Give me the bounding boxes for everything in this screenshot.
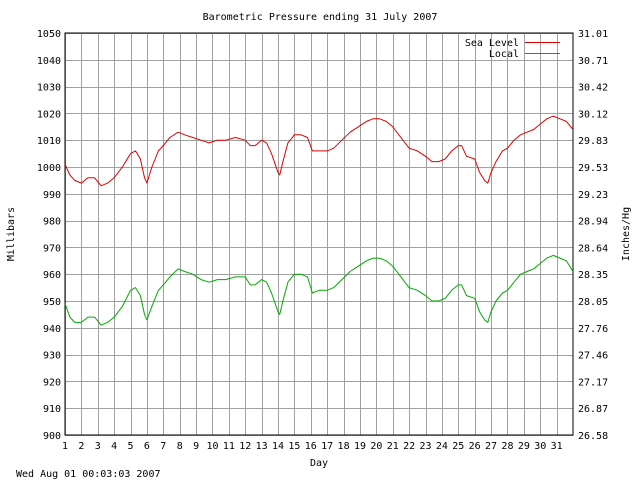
y-tick-label-5: 950 <box>43 297 61 308</box>
y2-tick-label-13: 30.42 <box>578 83 608 94</box>
x-tick-label-13: 14 <box>272 441 284 452</box>
y2-tick-label-8: 28.94 <box>578 217 608 228</box>
x-tick-label-20: 21 <box>387 441 399 452</box>
y-tick-label-0: 900 <box>43 431 61 442</box>
x-tick-label-9: 10 <box>206 441 218 452</box>
x-tick-label-5: 6 <box>144 441 150 452</box>
x-tick-label-29: 30 <box>534 441 546 452</box>
y2-tick-label-12: 30.12 <box>578 109 608 120</box>
y2-tick-label-15: 31.01 <box>578 29 608 40</box>
x-tick-label-19: 20 <box>370 441 382 452</box>
x-tick-label-4: 5 <box>128 441 134 452</box>
y2-tick-label-6: 28.35 <box>578 270 608 281</box>
y-tick-label-6: 960 <box>43 270 61 281</box>
y-tick-label-1: 910 <box>43 404 61 415</box>
x-tick-label-11: 12 <box>239 441 251 452</box>
x-tick-label-3: 4 <box>111 441 117 452</box>
y-tick-label-11: 1010 <box>37 136 61 147</box>
x-tick-label-17: 18 <box>338 441 350 452</box>
y2-axis-ticks: 26.58 26.87 27.17 27.46 27.76 28.05 28.35 28.64… <box>578 29 608 442</box>
y2-tick-label-1: 26.87 <box>578 404 608 415</box>
x-tick-label-7: 8 <box>177 441 183 452</box>
series-lines <box>64 115 574 326</box>
y2-tick-label-0: 26.58 <box>578 431 608 442</box>
y-tick-label-10: 1000 <box>37 163 61 174</box>
y2-tick-label-7: 28.64 <box>578 243 608 254</box>
chart-title: Barometric Pressure ending 31 July 2007 <box>203 12 438 23</box>
timestamp: Wed Aug 01 00:03:03 2007 <box>16 469 161 480</box>
y-tick-label-7: 970 <box>43 243 61 254</box>
y2-tick-label-5: 28.05 <box>578 297 608 308</box>
y-tick-label-13: 1030 <box>37 83 61 94</box>
y2-tick-label-11: 29.83 <box>578 136 608 147</box>
x-tick-label-21: 22 <box>403 441 415 452</box>
x-tick-label-10: 11 <box>223 441 235 452</box>
series-line-1 <box>64 254 574 326</box>
x-axis-label: Day <box>310 458 328 469</box>
y-tick-label-15: 1050 <box>37 29 61 40</box>
y2-tick-label-10: 29.53 <box>578 163 608 174</box>
x-tick-label-26: 27 <box>485 441 497 452</box>
legend-label-1: Local <box>489 49 519 60</box>
y-tick-label-9: 990 <box>43 190 61 201</box>
x-tick-label-27: 28 <box>501 441 513 452</box>
x-tick-label-24: 25 <box>452 441 464 452</box>
x-tick-label-12: 13 <box>256 441 268 452</box>
y2-tick-label-4: 27.76 <box>578 324 608 335</box>
y2-tick-label-14: 30.71 <box>578 56 608 67</box>
y-tick-label-2: 920 <box>43 377 61 388</box>
legend-label-0: Sea Level <box>465 38 519 49</box>
y-axis-label: Millibars <box>6 207 17 261</box>
x-tick-label-6: 7 <box>160 441 166 452</box>
y2-tick-label-3: 27.46 <box>578 351 608 362</box>
x-axis-ticks: 1 2 3 4 5 6 7 8 9 10 11 12 13 14 15 16 17 18 19 20 21 22 23 24 2… <box>62 441 563 452</box>
y2-axis-label: Inches/Hg <box>621 207 632 261</box>
x-tick-label-16: 17 <box>321 441 333 452</box>
series-line-0 <box>64 115 574 187</box>
y-axis-ticks: 900 910 920 930 940 950 960 970 980 990 1000 1010 10… <box>37 29 61 442</box>
y-tick-label-4: 940 <box>43 324 61 335</box>
y-tick-label-12: 1020 <box>37 109 61 120</box>
y2-tick-label-9: 29.23 <box>578 190 608 201</box>
x-tick-label-2: 3 <box>95 441 101 452</box>
x-tick-label-18: 19 <box>354 441 366 452</box>
x-tick-label-22: 23 <box>419 441 431 452</box>
y-tick-label-8: 980 <box>43 217 61 228</box>
y2-tick-label-2: 27.17 <box>578 377 608 388</box>
x-tick-label-28: 29 <box>518 441 530 452</box>
grid <box>65 33 573 436</box>
x-tick-label-0: 1 <box>62 441 68 452</box>
x-tick-label-30: 31 <box>551 441 563 452</box>
x-tick-label-8: 9 <box>193 441 199 452</box>
x-tick-label-23: 24 <box>436 441 448 452</box>
x-tick-label-14: 15 <box>288 441 300 452</box>
plot-frame <box>64 32 574 436</box>
y-tick-label-3: 930 <box>43 351 61 362</box>
x-tick-label-25: 26 <box>469 441 481 452</box>
x-tick-label-1: 2 <box>78 441 84 452</box>
x-tick-label-15: 16 <box>305 441 317 452</box>
y-tick-label-14: 1040 <box>37 56 61 67</box>
